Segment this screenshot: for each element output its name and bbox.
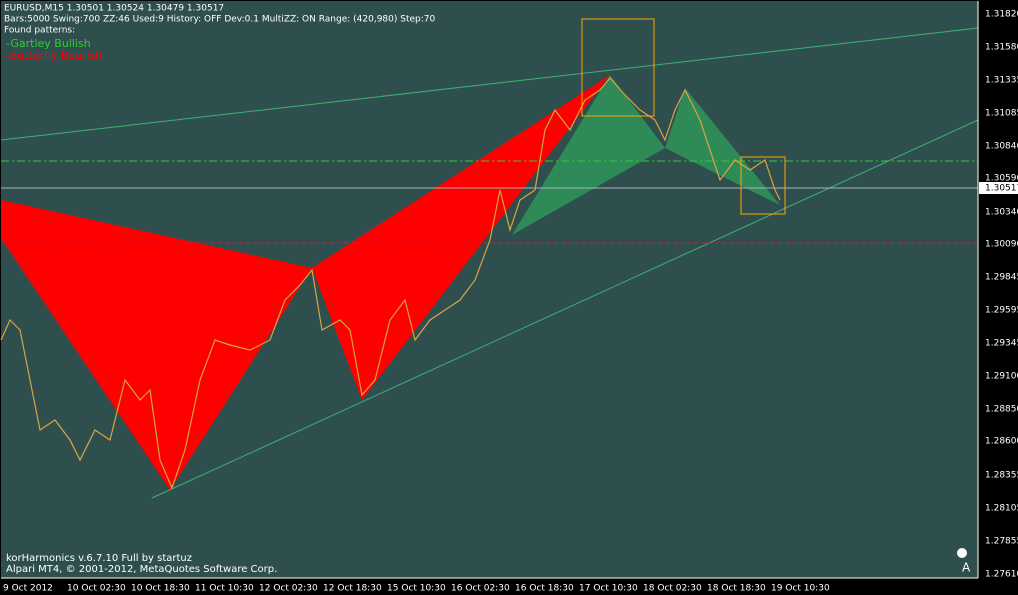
time-label: 18 Oct 02:30 [643,584,702,594]
price-label: 1.29345 [985,339,1018,349]
price-label: 1.28105 [985,504,1018,514]
price-label: 1.30590 [985,174,1018,184]
price-label: 1.31335 [985,76,1018,86]
time-labels: 9 Oct 2012 10 Oct 02:30 10 Oct 18:30 11 Oct… [3,584,830,594]
price-label: 1.31085 [985,109,1018,119]
footer-line: korHarmonics v.6.7.10 Full by startuz [6,553,192,564]
price-label: 1.28355 [985,471,1018,481]
price-label: 1.30090 [985,240,1018,250]
time-label: 12 Oct 02:30 [259,584,318,594]
logo-icon-text: A [962,561,971,575]
price-label: 1.29595 [985,306,1018,316]
pattern-list: -Gartley Bullish-Butterfly Bearish [6,37,102,62]
header-line: Bars:5000 Swing:700 ZZ:46 Used:9 History… [4,15,435,25]
time-label: 11 Oct 10:30 [195,584,254,594]
price-label: 1.30840 [985,142,1018,152]
price-label: 1.30340 [985,208,1018,218]
header: EURUSD,M15 1.30501 1.30524 1.30479 1.305… [4,4,435,36]
header-line: Found patterns: [4,26,75,36]
time-label: 19 Oct 10:30 [771,584,830,594]
logo-icon [957,548,967,558]
time-label: 10 Oct 18:30 [131,584,190,594]
price-label: 1.29845 [985,273,1018,283]
current-price: 1.30517 [985,184,1018,194]
time-label: 16 Oct 02:30 [451,584,510,594]
gartley-bcd [665,88,780,205]
time-label: 15 Oct 10:30 [387,584,446,594]
price-label: 1.27855 [985,537,1018,547]
footer-line: Alpari MT4, © 2001-2012, MetaQuotes Soft… [6,564,277,575]
pattern-name: -Butterfly Bearish [6,49,102,62]
butterfly-xab [1,200,312,490]
price-label: 1.29100 [985,372,1018,382]
price-path [0,77,781,490]
time-label: 16 Oct 18:30 [515,584,574,594]
butterfly-bcd [312,75,610,400]
time-label: 9 Oct 2012 [3,584,53,594]
pattern-name: -Gartley Bullish [6,37,91,50]
pattern-box [740,156,786,215]
current-price-box [979,182,1018,194]
trend-line [0,27,979,141]
price-label: 1.27610 [985,570,1018,580]
time-label: 12 Oct 18:30 [323,584,382,594]
trend-line [151,119,979,499]
header-line: EURUSD,M15 1.30501 1.30524 1.30479 1.305… [4,4,224,14]
footer: korHarmonics v.6.7.10 Full by startuzAlp… [6,553,277,575]
price-label: 1.28850 [985,405,1018,415]
time-label: 10 Oct 02:30 [67,584,126,594]
time-label: 17 Oct 10:30 [579,584,638,594]
gartley-xab [512,75,665,235]
price-label: 1.31820 [985,10,1018,20]
price-label: 1.31580 [985,43,1018,53]
price-labels: 1.31820 1.31580 1.31335 1.31085 1.30840 1.305… [985,10,1018,580]
price-label: 1.28600 [985,437,1018,447]
pattern-box [581,18,655,117]
time-label: 18 Oct 18:30 [707,584,766,594]
